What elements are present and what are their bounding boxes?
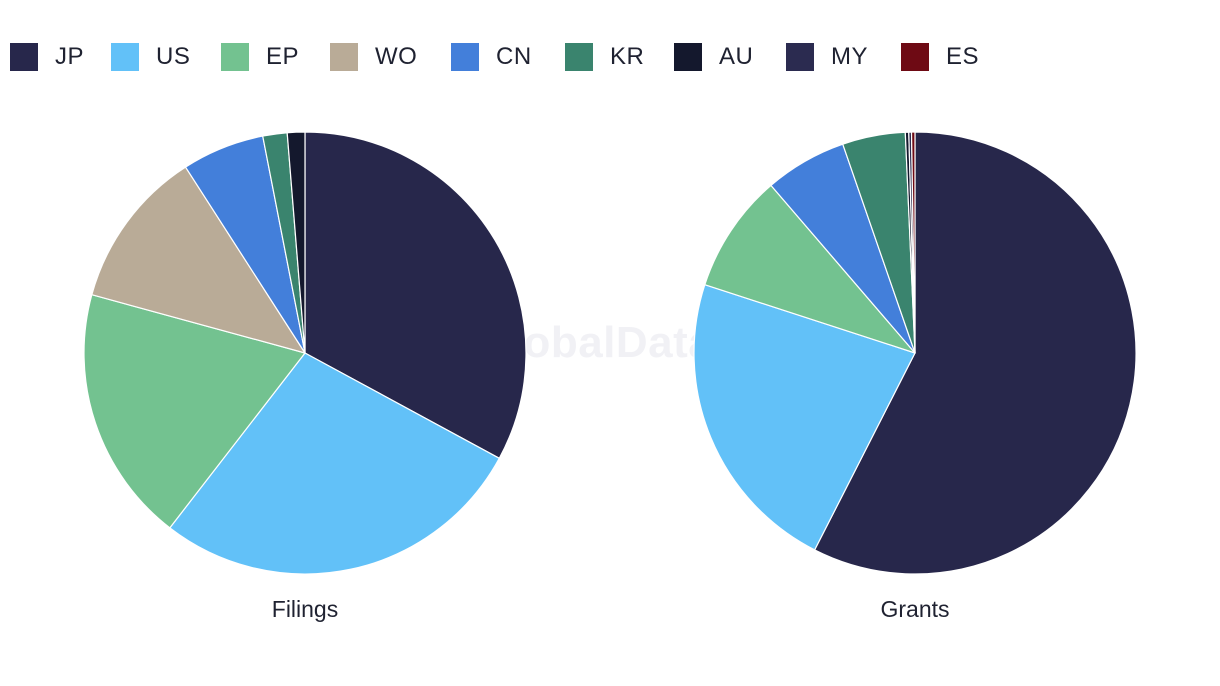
- legend-item-au[interactable]: AU: [674, 42, 753, 72]
- legend-item-jp[interactable]: JP: [10, 42, 84, 72]
- legend-swatch: [451, 43, 479, 71]
- pie-slice-wo[interactable]: [91, 166, 306, 354]
- pie-slice-jp[interactable]: [304, 131, 527, 459]
- legend-item-us[interactable]: US: [111, 42, 190, 72]
- legend-swatch: [221, 43, 249, 71]
- legend-label: EP: [266, 43, 300, 70]
- pie-chart-grants: [693, 131, 1137, 575]
- legend-swatch: [10, 43, 38, 71]
- legend-swatch: [111, 43, 139, 71]
- pie-slice-es[interactable]: [910, 131, 916, 354]
- legend-label: US: [156, 43, 191, 70]
- legend-swatch: [786, 43, 814, 71]
- pie-title-filings: Filings: [272, 596, 338, 622]
- legend-label: KR: [610, 43, 645, 70]
- legend-swatch: [901, 43, 929, 71]
- legend-item-cn[interactable]: CN: [451, 42, 532, 72]
- pie-slice-au[interactable]: [286, 131, 306, 354]
- pie-slice-ep[interactable]: [83, 294, 306, 529]
- legend-label: ES: [946, 43, 980, 70]
- pie-slice-us[interactable]: [169, 352, 500, 575]
- legend-label: JP: [55, 43, 85, 70]
- legend-item-kr[interactable]: KR: [565, 42, 644, 72]
- legend-item-es[interactable]: ES: [901, 42, 979, 72]
- legend-label: AU: [719, 43, 754, 70]
- pie-slice-us[interactable]: [693, 284, 916, 551]
- legend-swatch: [565, 43, 593, 71]
- legend-item-ep[interactable]: EP: [221, 42, 299, 72]
- pie-chart-filings: [83, 131, 527, 575]
- pie-slice-jp[interactable]: [814, 131, 1137, 575]
- legend-label: CN: [496, 43, 532, 70]
- legend-swatch: [674, 43, 702, 71]
- legend-swatch: [330, 43, 358, 71]
- pie-slice-ep[interactable]: [704, 184, 916, 354]
- pie-title-grants: Grants: [880, 596, 949, 622]
- legend-item-my[interactable]: MY: [786, 42, 868, 72]
- legend-label: MY: [831, 43, 868, 70]
- legend-item-wo[interactable]: WO: [330, 42, 417, 72]
- legend-label: WO: [375, 43, 418, 70]
